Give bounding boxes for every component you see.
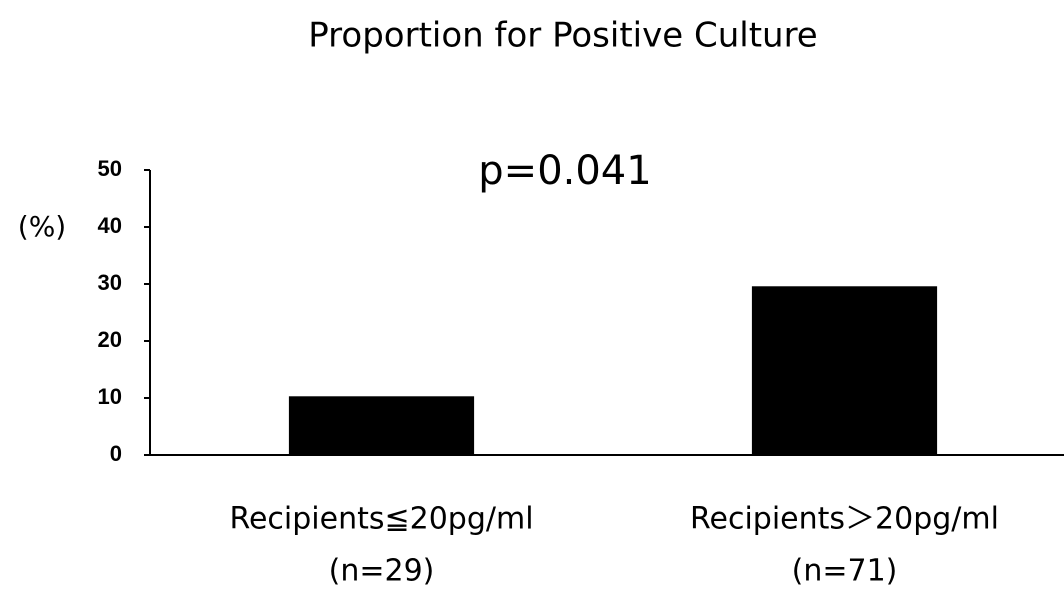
bar [751,286,938,455]
y-axis-label: (%) [18,210,66,243]
x-tick-label: (n=71) [792,554,898,589]
y-tick-label: 10 [98,384,122,409]
annotation: p=0.041 [478,148,651,194]
y-tick-label: 50 [98,156,122,181]
x-tick-label: Recipients≦20pg/ml [229,502,533,537]
x-tick-label: (n=29) [329,554,435,589]
chart-title: Proportion for Positive Culture [308,16,817,56]
x-tick-label: Recipients＞20pg/ml [690,502,999,537]
y-tick-label: 0 [110,441,122,466]
bar [288,396,475,455]
y-tick-label: 30 [98,270,122,295]
y-tick-label: 40 [98,213,122,238]
y-tick-label: 20 [98,327,122,352]
